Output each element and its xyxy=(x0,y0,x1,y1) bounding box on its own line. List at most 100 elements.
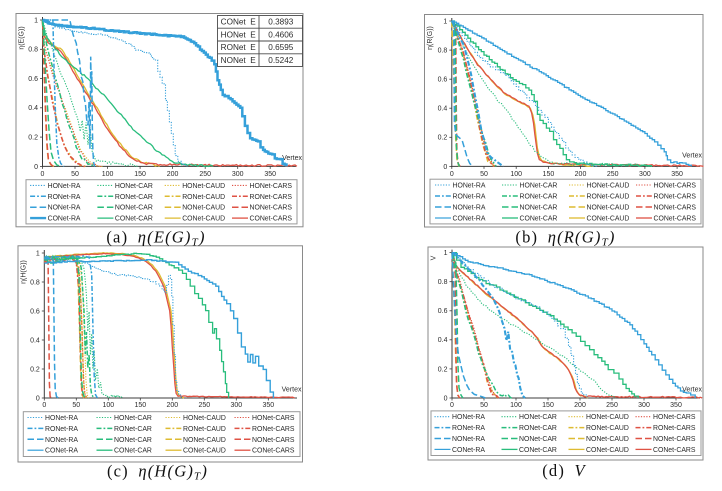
svg-text:RONet-CAUD: RONet-CAUD xyxy=(182,194,225,201)
svg-text:HONet-RA: HONet-RA xyxy=(45,415,78,422)
svg-text:300: 300 xyxy=(230,402,242,409)
svg-text:HONet-CAUD: HONet-CAUD xyxy=(587,183,630,190)
svg-text:0: 0 xyxy=(42,402,46,409)
svg-text:V: V xyxy=(431,255,438,260)
svg-text:HONet-CAR: HONet-CAR xyxy=(520,183,558,190)
svg-text:150: 150 xyxy=(134,171,146,178)
svg-text:HONet-RA: HONet-RA xyxy=(452,414,485,421)
svg-text:Vertex: Vertex xyxy=(682,152,702,159)
svg-text:350: 350 xyxy=(671,171,683,178)
svg-text:NONet-RA: NONet-RA xyxy=(453,205,486,212)
svg-text:50: 50 xyxy=(480,402,488,409)
svg-text:NONet-CAUD: NONet-CAUD xyxy=(587,205,630,212)
svg-text:CONet-RA: CONet-RA xyxy=(453,216,486,223)
svg-text:NONet-RA: NONet-RA xyxy=(48,205,81,212)
svg-text:NONet-CAUD: NONet-CAUD xyxy=(182,205,225,212)
svg-text:HONet-CARS: HONet-CARS xyxy=(653,414,696,421)
svg-text:300: 300 xyxy=(638,402,650,409)
svg-text:0.4: 0.4 xyxy=(438,106,448,113)
svg-text:0.6: 0.6 xyxy=(28,76,38,83)
svg-text:RONet-CARS: RONet-CARS xyxy=(654,194,697,201)
svg-text:250: 250 xyxy=(606,402,618,409)
svg-text:0.8: 0.8 xyxy=(438,279,448,286)
svg-text:CONet-RA: CONet-RA xyxy=(45,448,78,455)
svg-text:RONet-CAR: RONet-CAR xyxy=(114,426,152,433)
svg-text:RONet E: RONet E xyxy=(221,43,257,52)
svg-text:CONet-CAUD: CONet-CAUD xyxy=(182,216,225,223)
svg-text:CONet-CARS: CONet-CARS xyxy=(653,447,696,454)
svg-text:RONet-CAUD: RONet-CAUD xyxy=(183,426,226,433)
svg-text:0.6: 0.6 xyxy=(438,77,448,84)
svg-text:250: 250 xyxy=(198,402,210,409)
svg-text:HONet-CAUD: HONet-CAUD xyxy=(182,183,225,190)
svg-text:0.4606: 0.4606 xyxy=(268,30,293,39)
svg-text:NONet-RA: NONet-RA xyxy=(452,436,485,443)
svg-text:RONet-RA: RONet-RA xyxy=(48,194,81,201)
svg-text:1: 1 xyxy=(443,18,447,25)
svg-text:0.2: 0.2 xyxy=(30,366,40,373)
svg-text:HONet-RA: HONet-RA xyxy=(453,183,486,190)
svg-text:0.3893: 0.3893 xyxy=(268,18,293,27)
svg-text:100: 100 xyxy=(102,402,114,409)
svg-text:350: 350 xyxy=(264,171,276,178)
svg-text:0.8: 0.8 xyxy=(28,47,38,54)
svg-text:NONet-RA: NONet-RA xyxy=(45,437,78,444)
svg-text:HONet-CARS: HONet-CARS xyxy=(250,183,293,190)
svg-text:1: 1 xyxy=(444,250,448,257)
svg-text:RONet-CAR: RONet-CAR xyxy=(115,194,153,201)
svg-text:Vertex: Vertex xyxy=(282,155,302,162)
svg-text:0: 0 xyxy=(450,402,454,409)
svg-text:RONet-RA: RONet-RA xyxy=(452,425,485,432)
svg-text:NONet-CARS: NONet-CARS xyxy=(653,436,696,443)
svg-text:0.8: 0.8 xyxy=(30,279,40,286)
svg-text:CONet-CAR: CONet-CAR xyxy=(115,216,153,223)
svg-text:0.2: 0.2 xyxy=(438,135,448,142)
svg-text:NONet-CAR: NONet-CAR xyxy=(520,205,558,212)
svg-text:HONet-CAR: HONet-CAR xyxy=(519,414,557,421)
svg-text:0.6: 0.6 xyxy=(438,308,448,315)
svg-text:CONet-CAUD: CONet-CAUD xyxy=(586,447,629,454)
svg-text:200: 200 xyxy=(166,402,178,409)
svg-text:200: 200 xyxy=(167,171,179,178)
svg-text:0: 0 xyxy=(450,171,454,178)
svg-text:HONet E: HONet E xyxy=(221,30,257,39)
svg-text:NONet-CARS: NONet-CARS xyxy=(654,205,697,212)
svg-text:η(R(G)): η(R(G)) xyxy=(427,26,434,50)
svg-text:RONet-CAR: RONet-CAR xyxy=(520,194,558,201)
svg-text:NONet-CARS: NONet-CARS xyxy=(250,205,293,212)
svg-text:CONet E: CONet E xyxy=(221,18,257,27)
svg-text:RONet-RA: RONet-RA xyxy=(45,426,78,433)
svg-text:HONet-CAUD: HONet-CAUD xyxy=(183,415,226,422)
svg-text:200: 200 xyxy=(575,171,587,178)
svg-text:150: 150 xyxy=(543,171,555,178)
svg-text:HONet-CAR: HONet-CAR xyxy=(115,183,153,190)
svg-text:0.4: 0.4 xyxy=(30,337,40,344)
svg-text:NONet-CAR: NONet-CAR xyxy=(114,437,152,444)
svg-text:350: 350 xyxy=(262,402,274,409)
svg-text:CONet-RA: CONet-RA xyxy=(452,447,485,454)
svg-text:HONet-CAUD: HONet-CAUD xyxy=(586,414,629,421)
svg-text:CONet-CAUD: CONet-CAUD xyxy=(587,216,630,223)
svg-text:RONet-CARS: RONet-CARS xyxy=(250,194,293,201)
svg-text:(d) V: (d) V xyxy=(542,461,586,480)
svg-text:0: 0 xyxy=(36,395,40,402)
svg-text:0: 0 xyxy=(41,171,45,178)
svg-text:RONet-CAUD: RONet-CAUD xyxy=(586,425,629,432)
svg-text:150: 150 xyxy=(542,402,554,409)
svg-text:0.2: 0.2 xyxy=(438,366,448,373)
svg-text:NONet-CAR: NONet-CAR xyxy=(115,205,153,212)
svg-text:CONet-CARS: CONet-CARS xyxy=(252,448,295,455)
svg-text:RONet-CARS: RONet-CARS xyxy=(653,425,696,432)
svg-text:0.5242: 0.5242 xyxy=(268,56,293,65)
svg-text:CONet-CARS: CONet-CARS xyxy=(250,216,293,223)
svg-text:100: 100 xyxy=(510,171,522,178)
svg-text:Vertex: Vertex xyxy=(282,387,302,394)
svg-text:0: 0 xyxy=(443,164,447,171)
svg-text:0.6595: 0.6595 xyxy=(268,43,293,52)
svg-text:0.4: 0.4 xyxy=(438,337,448,344)
svg-text:HONet-CAR: HONet-CAR xyxy=(114,415,152,422)
svg-text:HONet-RA: HONet-RA xyxy=(48,183,81,190)
svg-text:300: 300 xyxy=(639,171,651,178)
svg-text:RONet-CAR: RONet-CAR xyxy=(519,425,557,432)
svg-text:(b) η(R(G)T): (b) η(R(G)T) xyxy=(515,228,615,249)
